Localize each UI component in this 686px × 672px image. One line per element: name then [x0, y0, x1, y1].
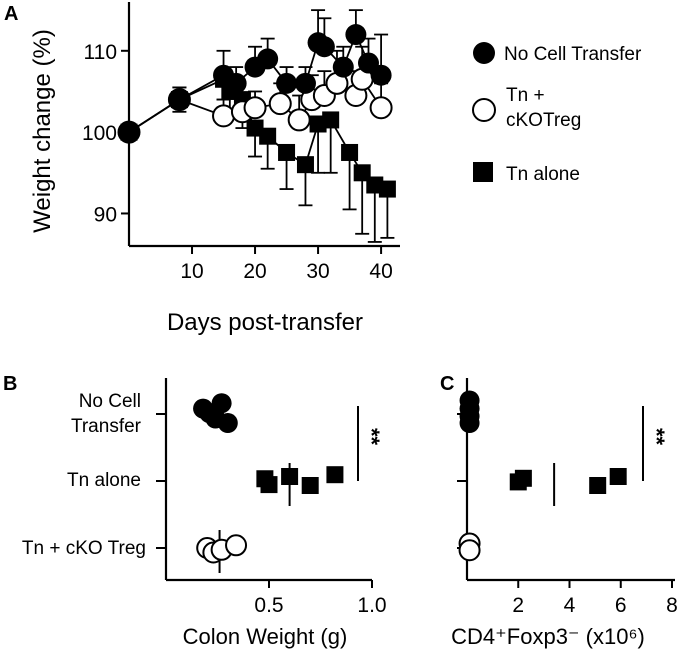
data-point: [332, 56, 354, 78]
data-point: [257, 48, 279, 70]
panel-a-x-tick-label: 40: [369, 260, 392, 283]
panel-b-data-point: [326, 466, 344, 484]
panel-b-significance-label: **: [359, 428, 384, 446]
panel-b-group-label-no-cell-line2: Transfer: [71, 416, 142, 437]
data-point: [118, 121, 140, 143]
panel-b-x-axis-label: Colon Weight (g): [183, 624, 348, 649]
panel-b-data-point: [301, 477, 319, 494]
panel-a-x-axis-label: Days post-transfer: [167, 309, 363, 336]
panel-c-data-point: [609, 468, 627, 485]
panel-a-x-tick-label: 20: [243, 260, 266, 283]
data-point: [259, 127, 277, 145]
data-point: [287, 108, 311, 132]
data-point: [341, 143, 359, 161]
panel-a-y-tick-label: 110: [84, 41, 117, 64]
legend-label-tn-alone: Tn alone: [506, 164, 580, 185]
legend-label-tn-ckotreg-line2: cKOTreg: [506, 110, 581, 131]
legend-marker-tn-ckotreg: [472, 98, 496, 122]
panel-c-x-tick-label: 4: [564, 594, 576, 617]
panel-c-data-point: [458, 539, 481, 562]
panel-c-x-tick-label: 6: [615, 594, 627, 617]
data-point: [313, 36, 335, 58]
panel-a-label: A: [4, 3, 18, 25]
panel-c-significance-label: **: [644, 428, 669, 446]
panel-a-y-tick-label: 100: [82, 122, 117, 145]
data-point: [212, 104, 236, 128]
panel-b-label: B: [3, 373, 17, 395]
data-point: [345, 24, 367, 46]
data-point: [296, 156, 314, 174]
data-point: [278, 143, 296, 161]
data-point: [378, 180, 396, 198]
panel-a-x-tick-label: 10: [180, 260, 203, 283]
panel-c-x-axis-label: CD4⁺Foxp3⁻ (x10⁶): [451, 624, 645, 649]
panel-c-x-tick-label: 2: [512, 594, 524, 617]
data-point: [225, 72, 247, 94]
panel-b-group-label-tn-ckotreg: Tn + cKO Treg: [22, 538, 146, 559]
panel-a-y-axis-label: Weight change (%): [29, 29, 56, 233]
panel-c-data-point: [459, 413, 480, 433]
legend-marker-no-cell-transfer: [473, 42, 495, 64]
panel-c-data-point: [514, 469, 532, 487]
panel-a-x-tick-label: 30: [306, 260, 329, 283]
data-point: [370, 64, 392, 86]
legend-label-tn-ckotreg-line1: Tn +: [506, 85, 545, 106]
panel-b-group-label-no-cell-line1: No Cell: [79, 391, 141, 412]
panel-b-data-point: [225, 534, 248, 557]
data-point: [294, 72, 316, 94]
panel-b-data-point: [260, 476, 278, 494]
panel-c-label: C: [440, 373, 454, 395]
panel-c-cd4-chart: 2 4 6 8 **: [457, 378, 678, 617]
panel-b-data-point: [217, 413, 238, 433]
data-point: [168, 89, 190, 111]
data-point: [322, 111, 340, 129]
legend-label-no-cell-transfer: No Cell Transfer: [504, 44, 642, 65]
panel-b-x-tick-label: 1.0: [357, 594, 386, 617]
panel-b-group-label-tn-alone: Tn alone: [67, 470, 141, 491]
panel-c-data-point: [589, 477, 607, 494]
panel-a-legend: No Cell Transfer Tn + cKOTreg Tn alone: [472, 42, 642, 185]
panel-b-data-point: [281, 468, 299, 485]
panel-b-x-tick-label: 0.5: [254, 594, 283, 617]
data-point: [268, 92, 292, 116]
panel-a-y-tick-label: 90: [94, 203, 117, 226]
panel-b-data-point: [211, 393, 232, 414]
panel-a-weight-chart: 10 20 30 40 90 100 110: [82, 2, 400, 283]
panel-b-colon-weight-chart: 0.5 1.0 **: [156, 378, 387, 617]
data-point: [369, 96, 393, 120]
data-point: [243, 96, 267, 120]
data-point: [276, 72, 298, 94]
legend-marker-tn-alone: [473, 162, 493, 182]
panel-c-x-tick-label: 8: [666, 594, 678, 617]
